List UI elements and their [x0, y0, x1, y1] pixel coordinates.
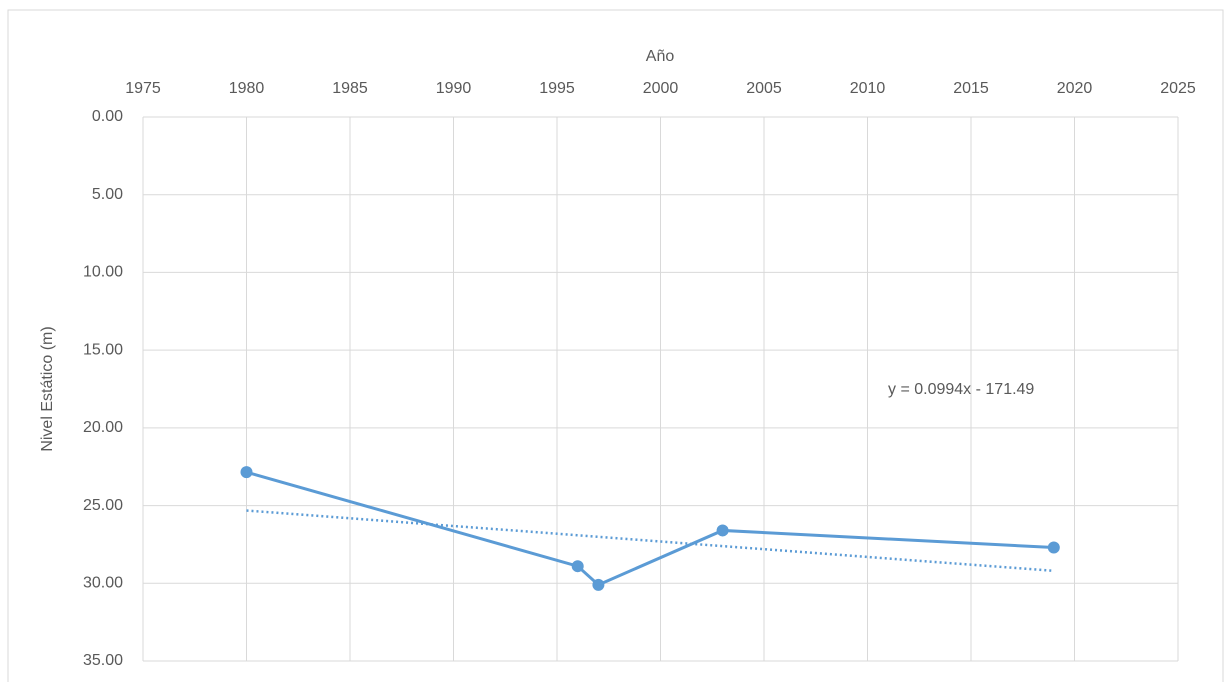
x-tick-label: 2025	[1160, 80, 1196, 97]
x-axis-title: Año	[646, 48, 675, 65]
x-tick-label: 2000	[643, 80, 679, 97]
x-tick-label: 2015	[953, 80, 989, 97]
y-tick-label: 5.00	[92, 186, 123, 203]
point	[592, 578, 605, 591]
x-tick-label: 1975	[125, 80, 161, 97]
y-tick-label: 15.00	[83, 341, 123, 358]
trendline-label: y = 0.0994x - 171.49	[888, 381, 1034, 398]
y-tick-label: 10.00	[83, 264, 123, 281]
x-tick-label: 1995	[539, 80, 575, 97]
y-tick-label: 25.00	[83, 497, 123, 514]
x-tick-label: 2005	[746, 80, 782, 97]
y-axis-title: Nivel Estático (m)	[39, 326, 56, 451]
point	[240, 466, 253, 479]
line	[246, 470, 1054, 587]
x-tick-label: 2020	[1057, 80, 1093, 97]
y-tick-label: 0.00	[92, 108, 123, 125]
point	[716, 524, 729, 537]
x-tick-label: 2010	[850, 80, 886, 97]
point	[571, 560, 584, 573]
x-tick-label: 1990	[436, 80, 472, 97]
y-tick-label: 30.00	[83, 575, 123, 592]
y-tick-label: 35.00	[83, 652, 123, 669]
x-tick-label: 1985	[332, 80, 368, 97]
point	[1047, 541, 1060, 554]
x-tick-label: 1980	[229, 80, 265, 97]
y-tick-label: 20.00	[83, 419, 123, 436]
chart-border	[7, 9, 1224, 682]
